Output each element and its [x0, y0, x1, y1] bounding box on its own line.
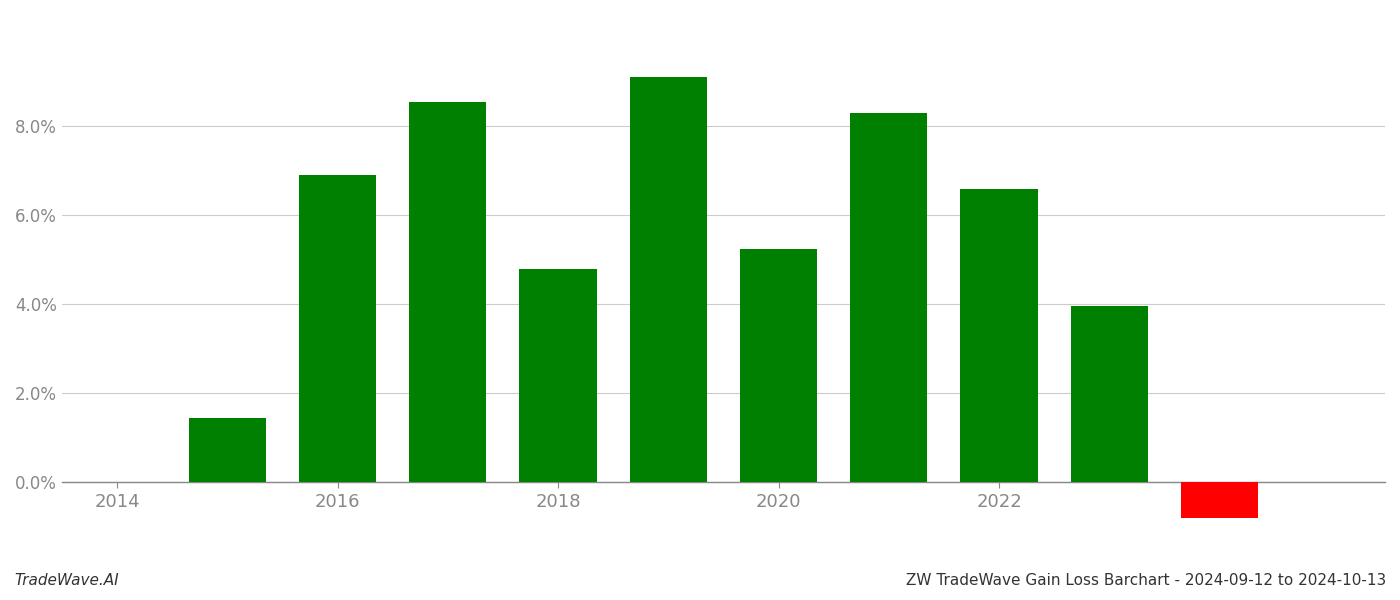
- Bar: [519, 269, 596, 482]
- Bar: [409, 102, 486, 482]
- Bar: [1182, 482, 1259, 518]
- Bar: [630, 77, 707, 482]
- Bar: [960, 188, 1037, 482]
- Text: TradeWave.AI: TradeWave.AI: [14, 573, 119, 588]
- Bar: [850, 113, 927, 482]
- Text: ZW TradeWave Gain Loss Barchart - 2024-09-12 to 2024-10-13: ZW TradeWave Gain Loss Barchart - 2024-0…: [906, 573, 1386, 588]
- Bar: [189, 418, 266, 482]
- Bar: [300, 175, 377, 482]
- Bar: [1071, 307, 1148, 482]
- Bar: [741, 248, 818, 482]
